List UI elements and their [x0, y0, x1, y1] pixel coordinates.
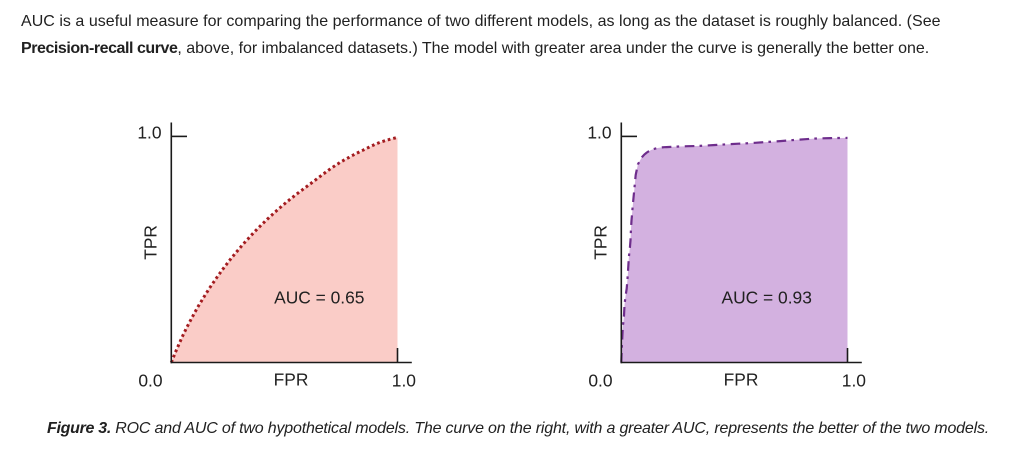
- svg-text:FPR: FPR: [274, 370, 309, 390]
- svg-text:1.0: 1.0: [587, 122, 611, 142]
- svg-text:TPR: TPR: [590, 225, 610, 260]
- svg-text:FPR: FPR: [724, 370, 759, 390]
- svg-text:AUC = 0.65: AUC = 0.65: [274, 288, 364, 308]
- svg-text:0.0: 0.0: [138, 370, 162, 390]
- svg-text:1.0: 1.0: [137, 122, 161, 142]
- svg-text:1.0: 1.0: [842, 370, 866, 390]
- svg-text:AUC = 0.93: AUC = 0.93: [722, 288, 812, 308]
- svg-text:1.0: 1.0: [392, 370, 416, 390]
- svg-text:0.0: 0.0: [588, 370, 612, 390]
- svg-text:TPR: TPR: [140, 225, 160, 260]
